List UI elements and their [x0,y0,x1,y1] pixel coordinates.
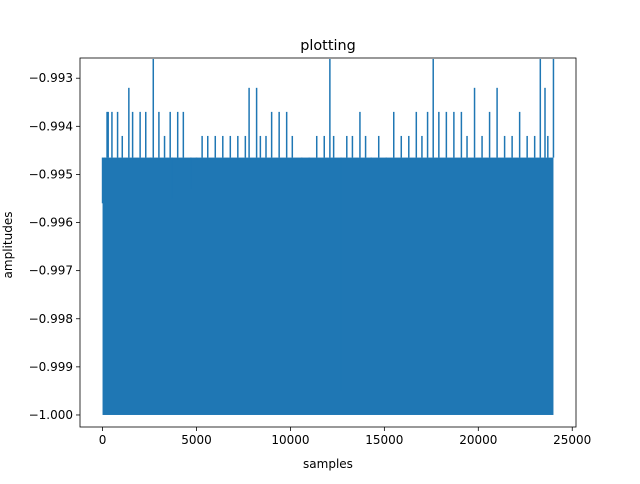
axes-layer: 0 5000 10000 15000 20000 25000 −1.000 −0.999 −0.… [29,57,591,447]
y-tick-label-6: −0.994 [29,119,73,133]
x-tick-label-2: 10000 [271,433,309,447]
y-tick-label-5: −0.995 [29,167,73,181]
y-axis-label: amplitudes [1,212,15,279]
series-0-band [102,157,554,415]
y-tick-label-4: −0.996 [29,216,73,230]
plot-frame [79,57,577,428]
x-tick-label-5: 25000 [553,433,591,447]
x-tick-label-4: 20000 [459,433,497,447]
y-tick-label-1: −0.999 [29,360,73,374]
data-layer [101,58,555,415]
x-tick-label-1: 5000 [181,433,212,447]
chart-title: plotting [300,38,355,54]
x-tick-label-0: 0 [99,433,107,447]
y-tick-label-7: −0.993 [29,71,73,85]
y-tick-label-3: −0.997 [29,264,73,278]
y-tick-label-0: −1.000 [29,408,73,422]
y-tick-label-2: −0.998 [29,312,73,326]
x-axis-label: samples [303,457,353,471]
x-tick-label-3: 15000 [365,433,403,447]
